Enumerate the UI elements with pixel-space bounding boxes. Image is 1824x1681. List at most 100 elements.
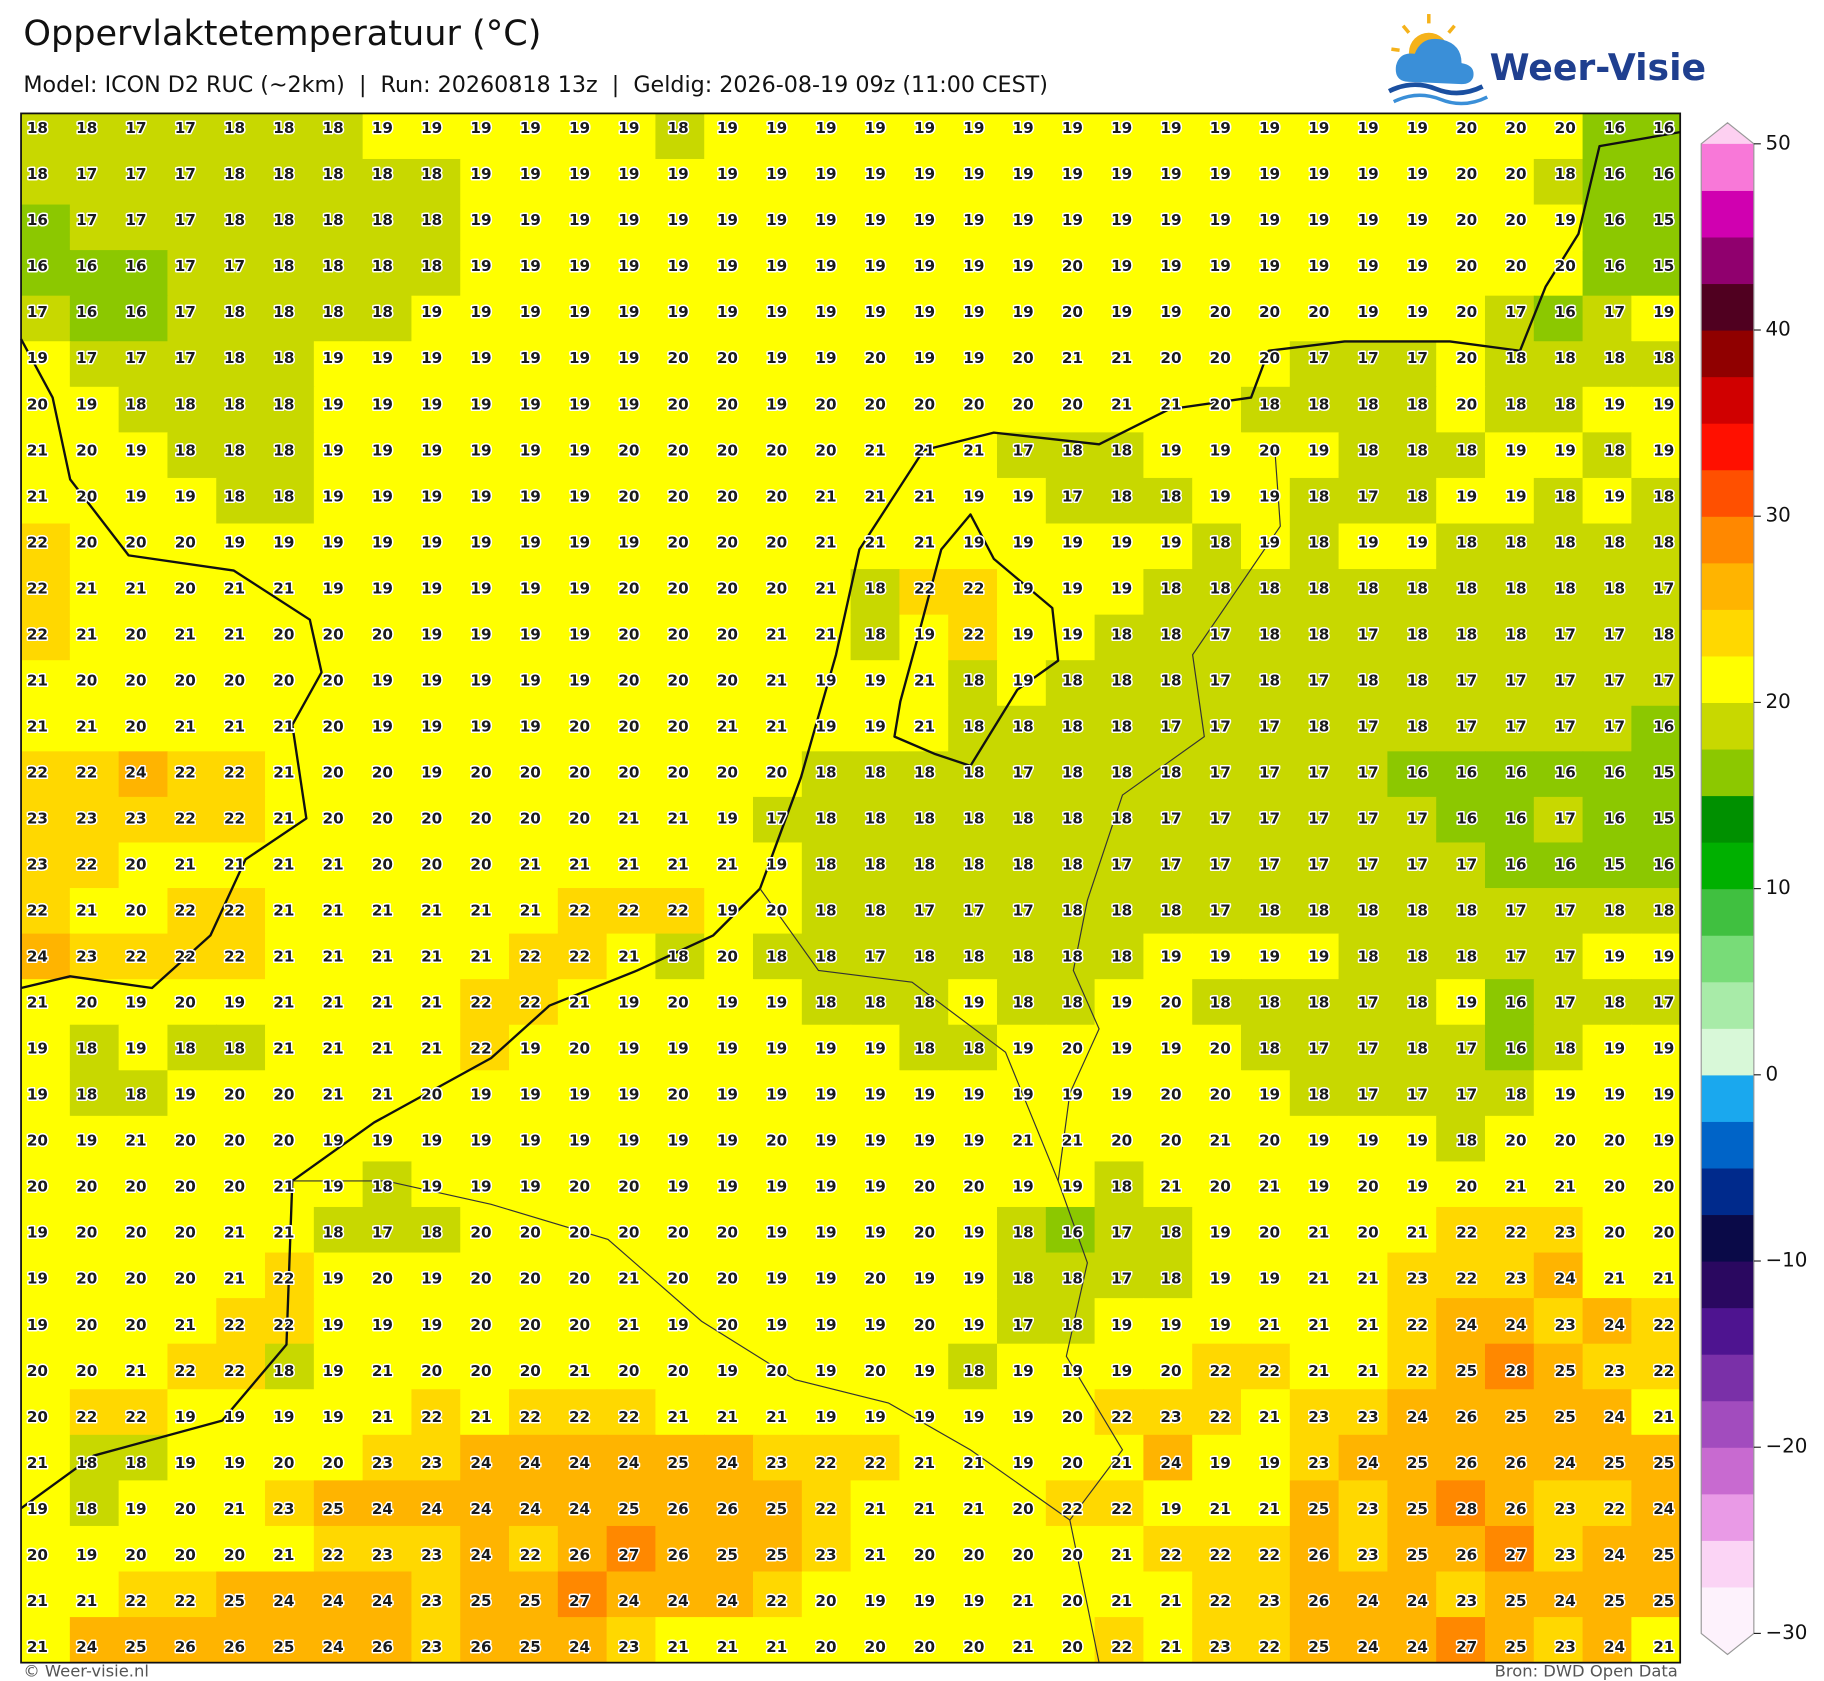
field-cell	[997, 751, 1047, 798]
field-cell	[704, 295, 754, 342]
value-label: 20	[668, 487, 689, 505]
value-label: 18	[1358, 902, 1379, 920]
value-label: 21	[1111, 1454, 1132, 1472]
value-label: 19	[520, 349, 541, 367]
field-cell	[753, 204, 803, 251]
field-cell	[313, 432, 364, 479]
value-label: 18	[668, 119, 689, 137]
value-label: 20	[766, 441, 787, 459]
value-label: 20	[963, 1638, 984, 1656]
field-cell	[1289, 341, 1340, 388]
value-label: 20	[175, 1178, 196, 1196]
value-label: 20	[76, 1178, 97, 1196]
value-label: 19	[1111, 1316, 1132, 1334]
value-label: 19	[963, 1224, 984, 1242]
field-cell	[265, 614, 315, 661]
field-cell	[801, 386, 852, 434]
field-cell	[313, 933, 364, 980]
value-label: 19	[1407, 1132, 1428, 1150]
value-label: 18	[1456, 1132, 1477, 1150]
value-label: 20	[175, 1500, 196, 1518]
field-cell	[948, 751, 998, 798]
value-label: 28	[1456, 1500, 1477, 1518]
value-label: 20	[175, 1546, 196, 1564]
field-cell	[1387, 250, 1437, 297]
colorbar-segment	[1701, 1307, 1754, 1355]
value-label: 19	[717, 994, 738, 1012]
field-cell	[1484, 888, 1535, 935]
field-cell	[606, 204, 657, 251]
field-cell	[850, 250, 901, 297]
field-cell	[69, 614, 120, 661]
value-label: 21	[1308, 1362, 1329, 1380]
value-label: 22	[963, 579, 984, 597]
value-label: 25	[1308, 1500, 1329, 1518]
value-label: 22	[1259, 1546, 1280, 1564]
value-label: 19	[1111, 303, 1132, 321]
field-cell	[655, 386, 705, 434]
field-cell	[362, 523, 413, 570]
value-label: 25	[618, 1500, 639, 1518]
field-cell	[216, 432, 266, 479]
value-label: 20	[421, 1086, 442, 1104]
field-cell	[509, 432, 559, 479]
value-label: 22	[1210, 1546, 1231, 1564]
field-cell	[1241, 705, 1291, 753]
field-cell	[69, 295, 120, 342]
field-cell	[557, 477, 608, 525]
field-cell	[1484, 113, 1535, 160]
value-label: 19	[1555, 211, 1576, 229]
field-cell	[1143, 705, 1193, 753]
value-label: 21	[717, 1638, 738, 1656]
value-label: 20	[717, 533, 738, 551]
value-label: 18	[1407, 671, 1428, 689]
value-label: 19	[323, 395, 344, 413]
field-cell	[948, 842, 998, 889]
value-label: 19	[1111, 211, 1132, 229]
value-label: 23	[372, 1454, 393, 1472]
value-label: 22	[27, 625, 48, 643]
value-label: 17	[1358, 1086, 1379, 1104]
footer-right: Bron: DWD Open Data	[1495, 1661, 1678, 1680]
value-label: 18	[914, 856, 935, 874]
value-label: 19	[963, 1270, 984, 1288]
value-label: 18	[224, 441, 245, 459]
value-label: 18	[1160, 487, 1181, 505]
value-label: 20	[520, 1270, 541, 1288]
field-cell	[557, 295, 608, 342]
value-label: 18	[1160, 902, 1181, 920]
colorbar-segment	[1701, 516, 1754, 564]
field-cell	[1338, 341, 1389, 388]
value-label: 21	[372, 1040, 393, 1058]
field-cell	[1631, 614, 1681, 661]
value-label: 24	[421, 1500, 442, 1518]
field-cell	[997, 113, 1047, 160]
value-label: 24	[470, 1454, 491, 1472]
value-label: 21	[76, 625, 97, 643]
value-label: 25	[1407, 1500, 1428, 1518]
value-label: 17	[175, 211, 196, 229]
value-label: 24	[1358, 1454, 1379, 1472]
field-cell	[21, 796, 71, 844]
field-cell	[1143, 523, 1193, 570]
field-cell	[313, 523, 364, 570]
value-label: 19	[1111, 165, 1132, 183]
value-label: 19	[520, 1178, 541, 1196]
value-label: 19	[766, 257, 787, 275]
value-label: 21	[914, 717, 935, 735]
value-label: 19	[1358, 211, 1379, 229]
value-label: 20	[125, 1224, 146, 1242]
value-label: 19	[766, 1086, 787, 1104]
value-label: 16	[1555, 763, 1576, 781]
value-label: 24	[618, 1454, 639, 1472]
value-label: 21	[470, 1408, 491, 1426]
field-cell	[265, 796, 315, 844]
value-label: 18	[1062, 948, 1083, 966]
field-cell	[118, 432, 169, 479]
value-label: 25	[224, 1592, 245, 1610]
field-cell	[606, 614, 657, 661]
value-label: 17	[1555, 671, 1576, 689]
value-label: 19	[1653, 441, 1674, 459]
field-cell	[411, 477, 461, 525]
value-label: 21	[372, 1086, 393, 1104]
